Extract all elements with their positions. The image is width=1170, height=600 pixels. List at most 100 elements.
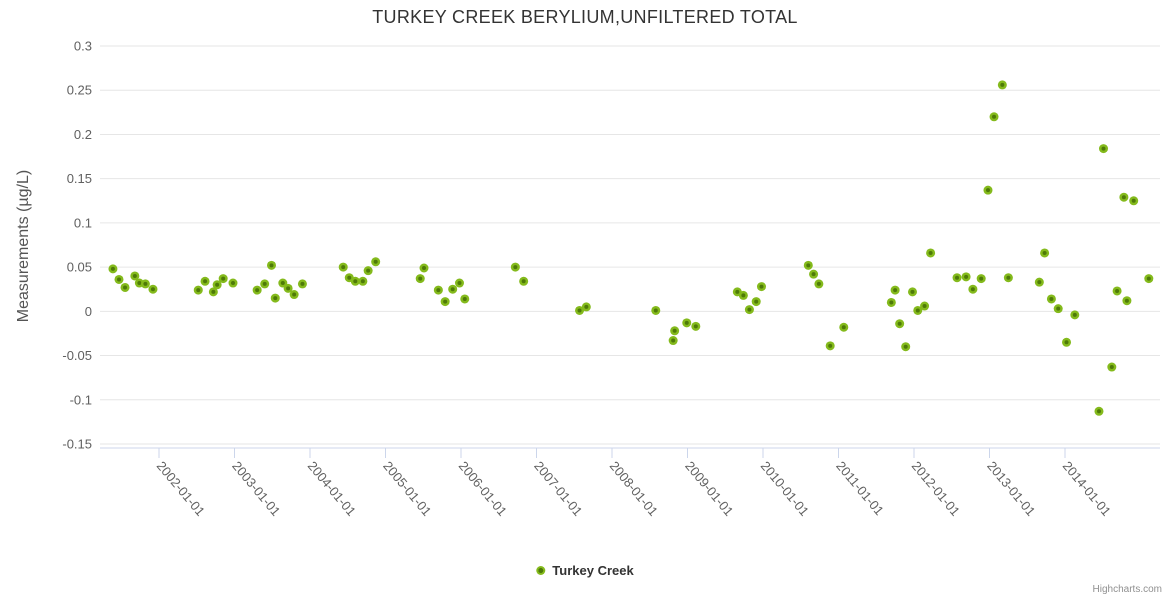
data-point[interactable] [371, 257, 381, 267]
data-point[interactable] [1099, 144, 1109, 154]
data-point[interactable] [961, 272, 971, 282]
data-point[interactable] [738, 290, 748, 300]
data-point[interactable] [270, 293, 280, 303]
data-point[interactable] [297, 279, 307, 289]
data-point[interactable] [976, 274, 986, 284]
data-point[interactable] [208, 287, 218, 297]
data-point[interactable] [1129, 196, 1139, 206]
data-point-center [693, 324, 698, 329]
data-point[interactable] [200, 276, 210, 286]
data-point[interactable] [1062, 337, 1072, 347]
data-point[interactable] [130, 271, 140, 281]
data-point[interactable] [120, 282, 130, 292]
data-point[interactable] [997, 80, 1007, 90]
data-point[interactable] [1003, 273, 1013, 283]
data-point[interactable] [454, 278, 464, 288]
data-point[interactable] [440, 297, 450, 307]
data-point-center [1037, 280, 1042, 285]
data-point[interactable] [419, 263, 429, 273]
data-point-center [1124, 298, 1129, 303]
data-point[interactable] [260, 279, 270, 289]
data-point[interactable] [148, 284, 158, 294]
data-point[interactable] [691, 321, 701, 331]
data-point[interactable] [1053, 304, 1063, 314]
data-point[interactable] [338, 262, 348, 272]
data-point[interactable] [575, 305, 585, 315]
x-tick-label: 2006-01-01 [456, 458, 510, 519]
x-tick-label: 2012-01-01 [909, 458, 963, 519]
data-point-center [841, 325, 846, 330]
data-point[interactable] [1107, 362, 1117, 372]
data-point-center [521, 279, 526, 284]
data-point[interactable] [744, 305, 754, 315]
data-point[interactable] [140, 279, 150, 289]
data-point[interactable] [920, 301, 930, 311]
data-point[interactable] [460, 294, 470, 304]
legend-item-turkey-creek[interactable]: Turkey Creek [536, 563, 634, 578]
data-point-center [418, 276, 423, 281]
data-point[interactable] [1094, 406, 1104, 416]
data-point[interactable] [668, 336, 678, 346]
data-point[interactable] [193, 285, 203, 295]
data-point[interactable] [433, 285, 443, 295]
data-point[interactable] [350, 276, 360, 286]
data-point[interactable] [756, 282, 766, 292]
data-point-center [584, 304, 589, 309]
data-point-center [1121, 195, 1126, 200]
data-point-center [889, 300, 894, 305]
data-point[interactable] [289, 290, 299, 300]
data-point[interactable] [814, 279, 824, 289]
data-point[interactable] [989, 112, 999, 122]
data-point-center [230, 281, 235, 286]
data-point[interactable] [358, 276, 368, 286]
data-point[interactable] [1034, 277, 1044, 287]
data-point-center [143, 281, 148, 286]
data-point[interactable] [1070, 310, 1080, 320]
data-point-center [1131, 198, 1136, 203]
data-point[interactable] [670, 326, 680, 336]
data-point[interactable] [907, 287, 917, 297]
data-point-center [462, 296, 467, 301]
data-point[interactable] [415, 274, 425, 284]
data-point[interactable] [651, 305, 661, 315]
highcharts-credits-link[interactable]: Highcharts.com [1092, 584, 1162, 595]
data-point[interactable] [266, 260, 276, 270]
data-point[interactable] [895, 319, 905, 329]
data-point[interactable] [839, 322, 849, 332]
data-point[interactable] [252, 285, 262, 295]
data-point-center [269, 263, 274, 268]
data-point[interactable] [1046, 294, 1056, 304]
data-point[interactable] [1144, 274, 1154, 284]
data-point[interactable] [886, 297, 896, 307]
data-point[interactable] [825, 341, 835, 351]
data-point[interactable] [519, 276, 529, 286]
data-point[interactable] [1122, 296, 1132, 306]
data-point[interactable] [983, 185, 993, 195]
data-point[interactable] [1112, 286, 1122, 296]
data-point[interactable] [1119, 192, 1129, 202]
data-point[interactable] [114, 274, 124, 284]
data-point[interactable] [218, 274, 228, 284]
data-point-center [123, 285, 128, 290]
data-point[interactable] [913, 305, 923, 315]
data-point[interactable] [968, 284, 978, 294]
data-point[interactable] [890, 285, 900, 295]
data-point[interactable] [901, 342, 911, 352]
data-point[interactable] [363, 266, 373, 276]
data-point[interactable] [448, 284, 458, 294]
data-point[interactable] [926, 248, 936, 258]
data-point[interactable] [228, 278, 238, 288]
data-point[interactable] [803, 260, 813, 270]
data-point[interactable] [751, 297, 761, 307]
data-point[interactable] [581, 302, 591, 312]
data-point[interactable] [952, 273, 962, 283]
y-gridlines [100, 45, 1160, 445]
data-point[interactable] [682, 318, 692, 328]
data-point[interactable] [283, 283, 293, 293]
data-point[interactable] [1040, 248, 1050, 258]
data-point[interactable] [809, 269, 819, 279]
data-point[interactable] [212, 280, 222, 290]
data-point[interactable] [510, 262, 520, 272]
data-point[interactable] [108, 264, 118, 274]
data-point-center [1072, 312, 1077, 317]
